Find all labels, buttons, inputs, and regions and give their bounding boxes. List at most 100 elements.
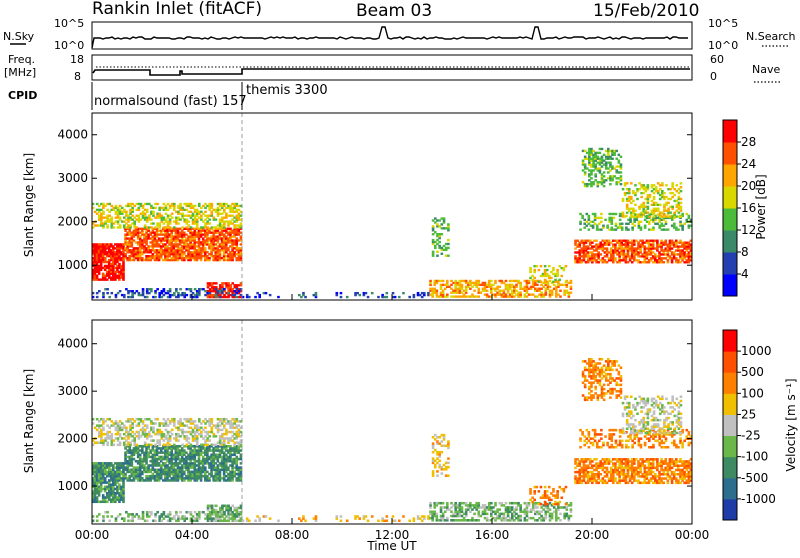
power-cell [206, 226, 209, 228]
power-cell [584, 163, 587, 165]
velocity-cell [173, 444, 176, 447]
nsky-panel [92, 22, 692, 49]
power-cell [549, 286, 552, 288]
nsearch-tick-bottom: 10^0 [708, 39, 738, 52]
velocity-cell [110, 515, 113, 518]
velocity-cell [98, 513, 101, 516]
nave-tick-bottom: 0 [710, 70, 717, 83]
power-cell [603, 185, 606, 187]
power-cell [358, 294, 361, 296]
power-cell [190, 226, 193, 228]
power-cell [443, 217, 446, 219]
power-cell [398, 296, 401, 298]
velocity-cell [152, 439, 155, 442]
power-cell [634, 184, 637, 186]
nsky-trace [92, 27, 688, 48]
power-cell [156, 288, 159, 290]
power-cell [538, 269, 541, 271]
power-cell [659, 204, 662, 206]
freq-trace [93, 69, 690, 75]
power-cell [152, 222, 155, 224]
power-cell [633, 225, 636, 227]
power-cell [436, 255, 439, 257]
power-cell [599, 253, 602, 255]
power-cell [680, 186, 683, 188]
power-cell [681, 213, 684, 215]
power-cell [570, 292, 573, 294]
power-cell [461, 284, 464, 286]
power-cell [215, 282, 218, 284]
velocity-cell [171, 433, 174, 436]
power-cell [618, 160, 621, 162]
power-cell [169, 226, 172, 228]
power-cell [680, 215, 683, 217]
power-ytick-label: 3000 [57, 171, 88, 185]
power-colorbar-segment [723, 164, 737, 187]
power-colorbar-segment [723, 186, 737, 209]
freq-panel [92, 55, 692, 80]
power-cell [584, 171, 587, 173]
velocity-cell [142, 511, 145, 514]
power-cell [680, 190, 683, 192]
power-cell [125, 211, 128, 213]
power-cell [477, 280, 480, 282]
power-cell [644, 225, 647, 227]
power-cell [680, 202, 683, 204]
power-cell [604, 219, 607, 221]
power-cell [600, 217, 603, 219]
power-cell [640, 221, 643, 223]
power-cell [498, 286, 501, 288]
velocity-cell [119, 433, 122, 436]
power-cell [657, 208, 660, 210]
velocity-cell [106, 515, 109, 518]
power-cell [680, 206, 683, 208]
power-cell [436, 251, 439, 253]
power-cell [664, 240, 667, 242]
freq-unit: [MHz] [4, 66, 36, 79]
power-cell [110, 292, 113, 294]
velocity-cell [106, 511, 109, 514]
power-cell [154, 296, 157, 298]
power-cell [248, 296, 251, 298]
nave-tick-top: 60 [710, 53, 724, 66]
power-cell [632, 200, 635, 202]
power-cell [402, 292, 405, 294]
power-cell [447, 247, 450, 249]
power-cell [669, 212, 672, 214]
power-cell [146, 296, 149, 298]
date-title: 15/Feb/2010 [593, 1, 699, 21]
power-cell [315, 292, 318, 294]
nsearch-tick-top: 10^5 [708, 17, 738, 30]
velocity-cell [135, 444, 138, 447]
power-panel-frame [92, 113, 692, 300]
power-cell [611, 158, 614, 160]
power-ytick-label: 1000 [57, 258, 88, 272]
power-cell [198, 203, 201, 205]
power-cell [473, 290, 476, 292]
power-cell [490, 280, 493, 282]
power-cell [606, 247, 609, 249]
power-cell [559, 295, 562, 297]
power-cell [169, 288, 172, 290]
power-cell [447, 223, 450, 225]
power-cell [640, 196, 643, 198]
power-cell [304, 296, 307, 298]
power-cell [548, 265, 551, 267]
power-cell [235, 296, 238, 298]
power-cell [620, 175, 623, 177]
velocity-cell [208, 435, 211, 438]
power-ytick-label: 2000 [57, 215, 88, 229]
power-cell [653, 215, 656, 217]
power-cell [208, 292, 211, 294]
power-cell [335, 292, 338, 294]
power-cell [367, 296, 370, 298]
station-title: Rankin Inlet (fitACF) [92, 0, 262, 19]
velocity-cell [96, 519, 99, 522]
power-cell [665, 221, 668, 223]
power-ytick-label: 4000 [57, 128, 88, 142]
power-cell [679, 221, 682, 223]
power-cell [603, 175, 606, 177]
power-cell [519, 292, 522, 294]
